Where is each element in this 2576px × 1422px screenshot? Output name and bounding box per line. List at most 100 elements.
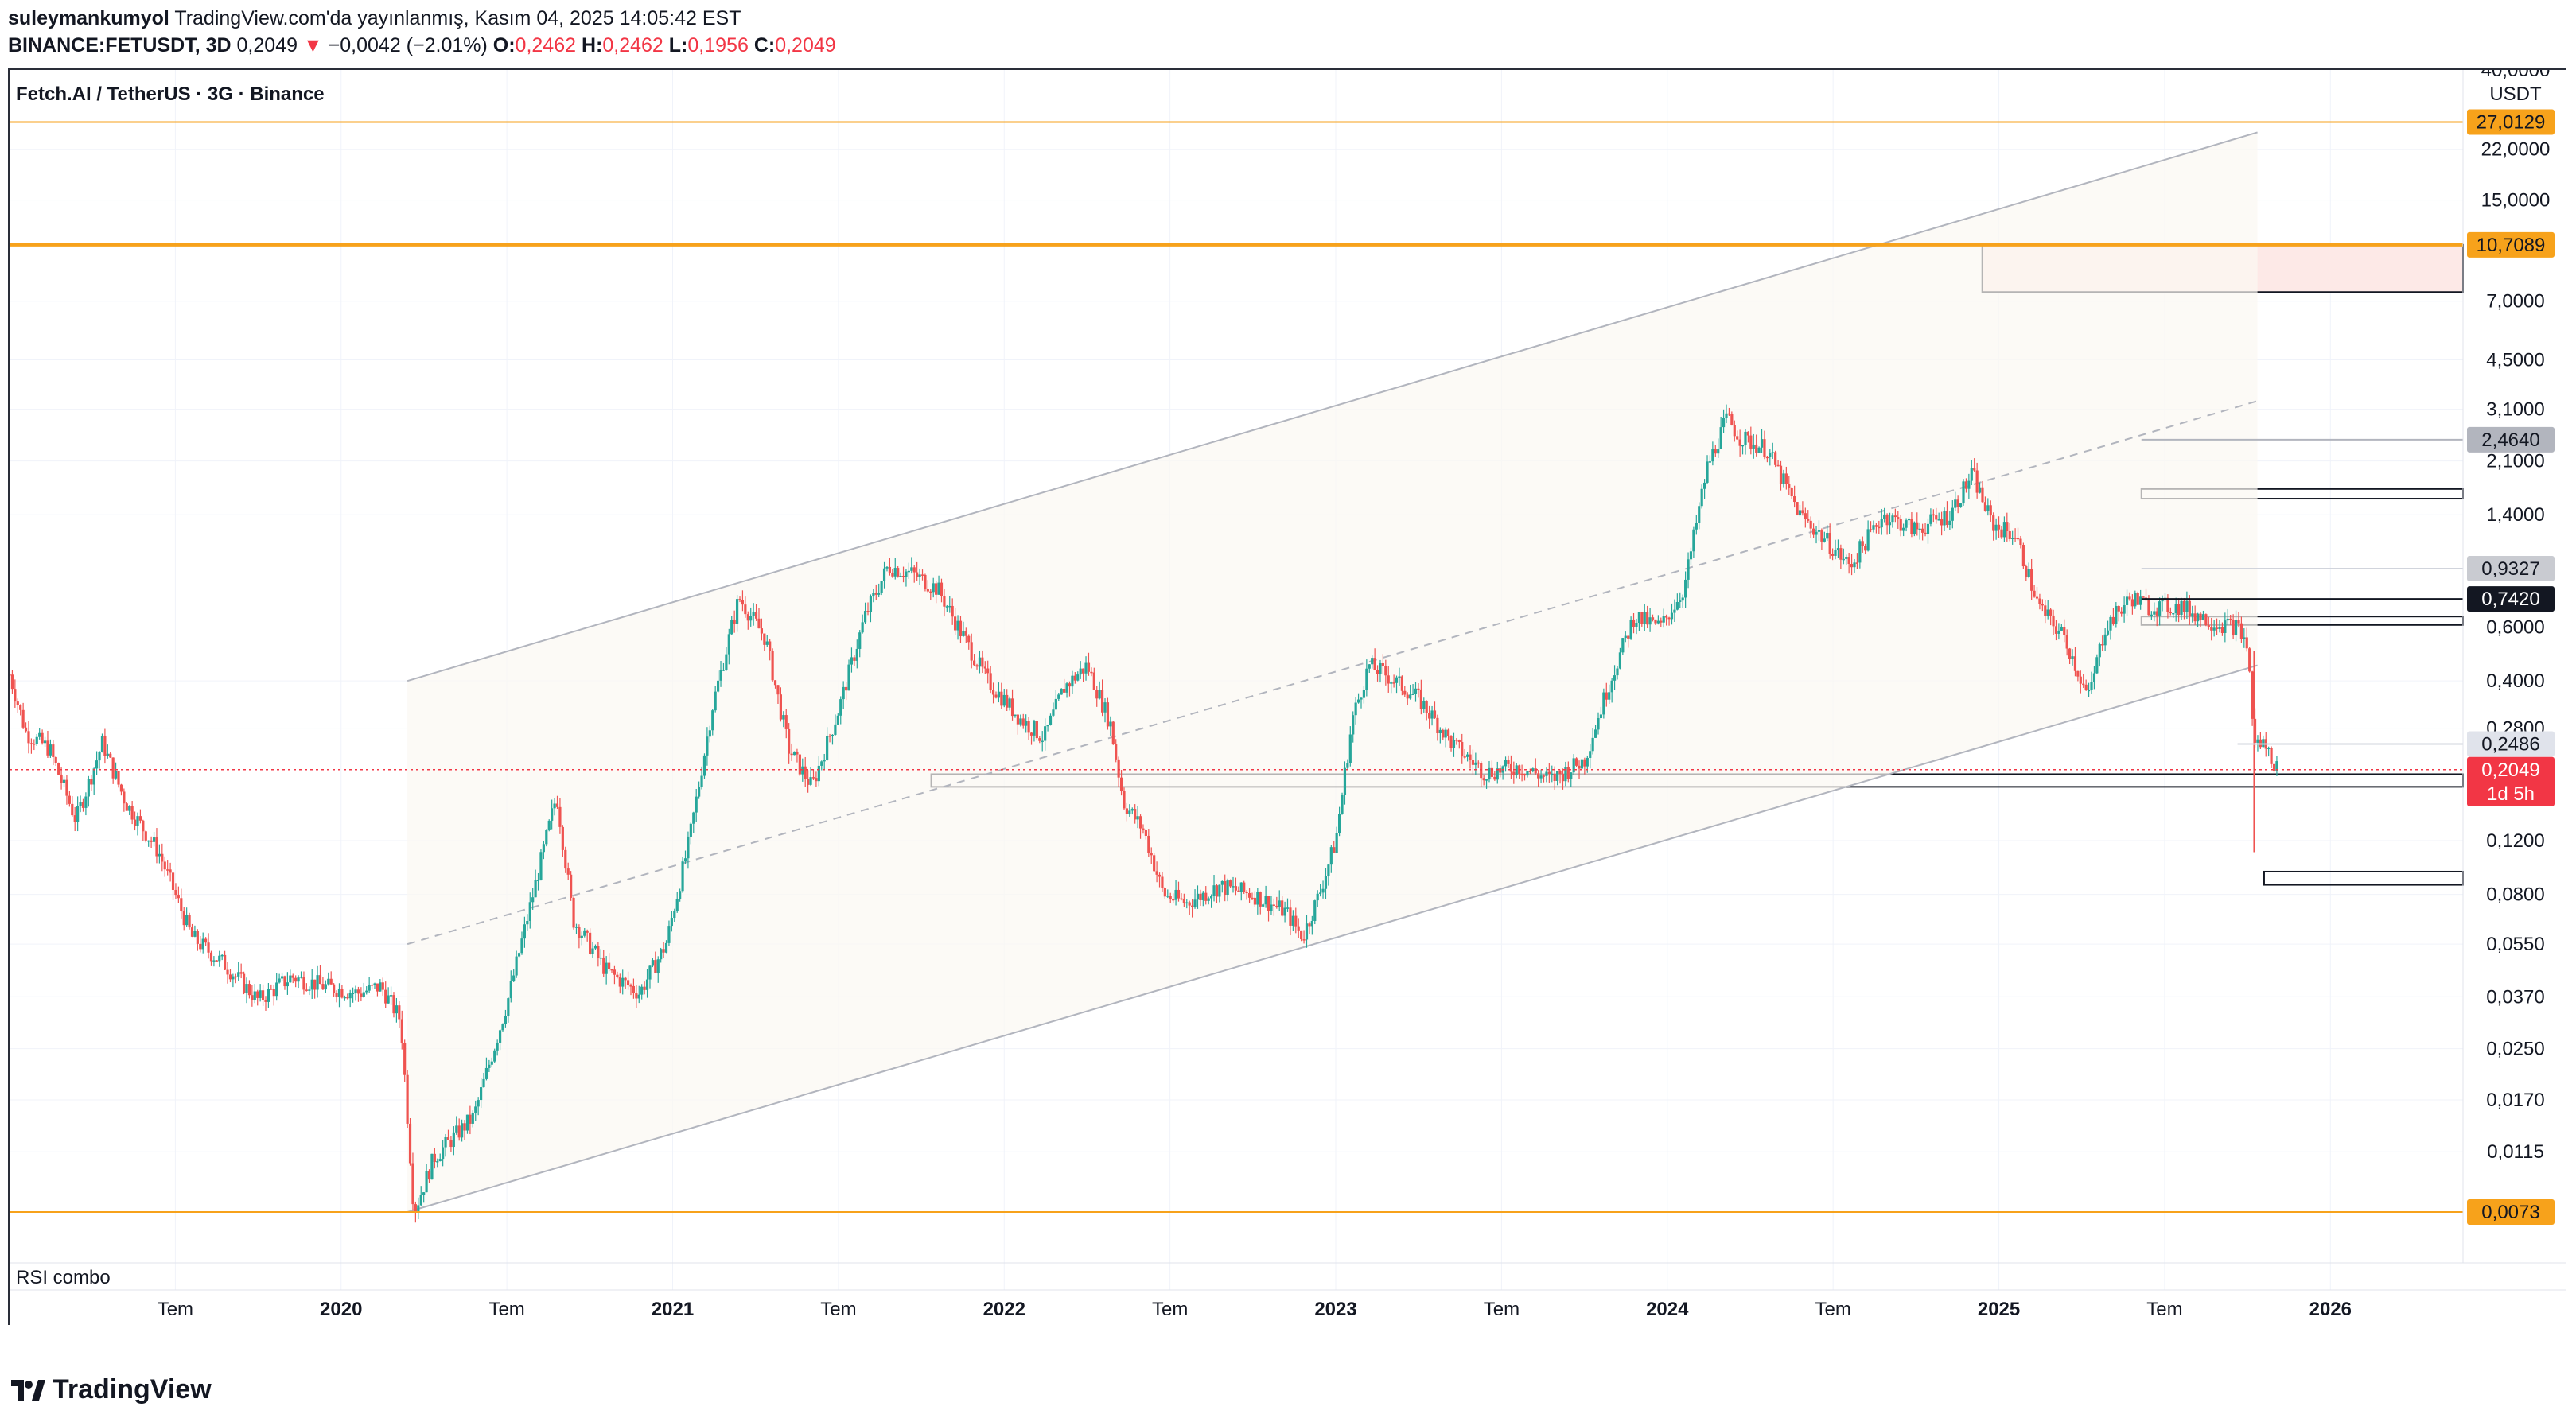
candle-body [1499, 768, 1502, 773]
candle-body [1771, 452, 1774, 453]
candle-body [1670, 612, 1674, 620]
candle-body [1918, 528, 1921, 530]
candle-body [324, 984, 327, 990]
time-tick-label: Tem [1152, 1299, 1188, 1320]
close-label: C: [753, 34, 776, 56]
candle-body [722, 670, 726, 671]
countdown-label: 1d 5h [2487, 783, 2535, 805]
candle-body [1166, 896, 1169, 897]
candle-body [1989, 505, 1992, 516]
candle-body [261, 990, 265, 1000]
candle-body [106, 753, 109, 756]
tradingview-logo[interactable]: TradingView [10, 1374, 212, 1405]
price-label: 0,7420 [2481, 589, 2539, 610]
tradingview-logo-icon [11, 1379, 45, 1401]
candle-body [918, 574, 921, 577]
candle-body [648, 965, 652, 980]
candle-body [114, 771, 118, 779]
candle-body [1422, 701, 1426, 709]
price-label: 0,2486 [2481, 734, 2539, 756]
candle-body [1880, 519, 1883, 528]
candle-body [2068, 648, 2072, 659]
candle-body [792, 751, 796, 756]
candle-body [180, 898, 183, 911]
candle-body [2038, 598, 2041, 604]
candle-body [479, 1087, 483, 1101]
candle-body [2215, 627, 2219, 629]
candle-body [207, 942, 210, 953]
candle-body [1291, 915, 1294, 926]
candle-body [316, 975, 319, 990]
candle-body [807, 779, 810, 785]
candle-body [523, 924, 527, 939]
candle-body [517, 953, 521, 957]
candle-body [24, 727, 28, 732]
candle-body [87, 779, 90, 797]
candle-body [1490, 767, 1494, 777]
candle-body [1477, 762, 1480, 764]
candle-body [1218, 884, 1221, 897]
symbol-label[interactable]: BINANCE:FETUSDT, 3D [8, 34, 232, 56]
time-axis[interactable]: Tem 2020 Tem 2021 Tem 2022 Tem 2023 Tem 2024 Tem 20… [158, 1299, 2352, 1320]
candle-body [41, 732, 44, 744]
candle-body [1651, 617, 1655, 620]
candle-body [1027, 721, 1030, 733]
candle-body [95, 760, 99, 769]
candle-body [673, 911, 676, 919]
price-axis[interactable]: 40,0000 22,0000 15,0000 7,0000 4,5000 3,1000 2… [2467, 70, 2555, 1225]
candle-body [583, 930, 586, 936]
candle-body [504, 1016, 508, 1024]
time-tick-label: Tem [2146, 1299, 2182, 1320]
candle-body [2248, 648, 2251, 672]
candle-body [997, 691, 1001, 698]
candle-body [379, 982, 382, 992]
candle-body [226, 969, 229, 975]
candle-body [98, 752, 101, 761]
candle-body [1700, 488, 1703, 507]
candle-body [302, 976, 305, 990]
candle-body [360, 993, 363, 997]
price-tick-label: 3,1000 [2486, 399, 2544, 421]
candle-body [1117, 759, 1120, 778]
candle-body [1150, 853, 1153, 856]
candle-body [343, 997, 346, 999]
price-label-bg [2467, 426, 2555, 453]
rsi-label[interactable]: RSI combo [16, 1267, 111, 1288]
candle-body [1926, 523, 1930, 534]
currency-label[interactable]: USDT [2489, 84, 2542, 105]
candle-body [2169, 612, 2172, 614]
candle-body [1076, 674, 1080, 681]
candle-body [738, 599, 741, 600]
candle-body [708, 730, 711, 737]
price-chart[interactable]: 40,0000 22,0000 15,0000 7,0000 4,5000 3,1000 2… [10, 70, 2566, 1325]
candle-body [1006, 694, 1009, 708]
candle-body [444, 1136, 447, 1148]
candle-body [449, 1140, 453, 1148]
candle-body [1776, 464, 1780, 467]
candle-body [664, 942, 668, 953]
candle-body [2191, 613, 2194, 617]
candle-body [1932, 514, 1935, 516]
candle-body [2182, 600, 2186, 612]
candle-body [1788, 484, 1791, 488]
candle-body [578, 927, 581, 938]
candle-body [60, 774, 63, 783]
candle-body [438, 1159, 442, 1162]
candle-body [561, 826, 564, 850]
candle-body [1632, 619, 1636, 627]
candle-body [1545, 771, 1548, 776]
candle-body [228, 974, 232, 980]
candle-body [1300, 930, 1303, 940]
candle-body [869, 596, 873, 612]
candle-body [1823, 538, 1826, 542]
candle-body [389, 995, 393, 997]
time-tick-label: 2020 [320, 1299, 362, 1320]
publisher-user[interactable]: suleymankumyol [8, 7, 169, 29]
candle-body [400, 1019, 403, 1043]
candle-body [1493, 776, 1496, 780]
candle-body [130, 806, 134, 820]
candle-body [910, 567, 913, 571]
candle-body [613, 969, 617, 975]
candle-body [1228, 880, 1232, 887]
candle-body [29, 743, 33, 744]
